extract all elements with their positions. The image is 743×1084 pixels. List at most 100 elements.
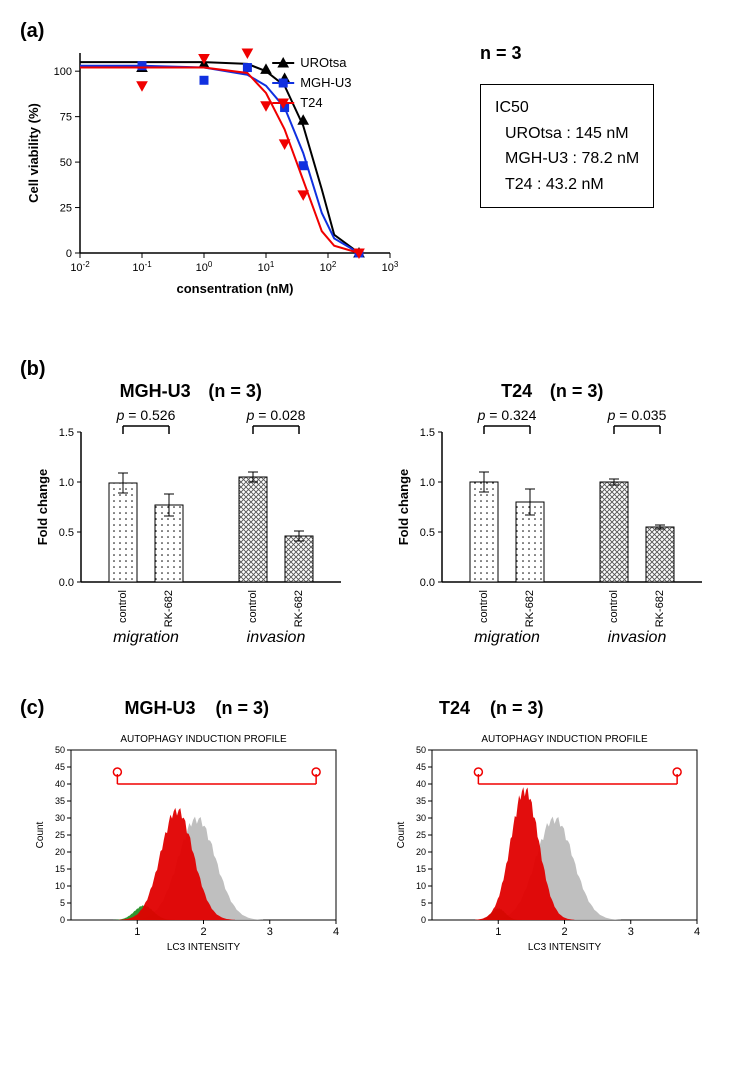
svg-text:control: control <box>608 590 620 623</box>
svg-text:10-2: 10-2 <box>70 260 90 275</box>
svg-text:RK-682: RK-682 <box>524 590 536 627</box>
svg-text:5: 5 <box>421 898 426 908</box>
svg-text:100: 100 <box>54 66 72 78</box>
svg-text:50: 50 <box>60 157 72 169</box>
bar-chart-t24: T24 (n = 3) 0.0 0.5 1.0 1.5 Fold change contr… <box>392 381 712 667</box>
hist-n-1: (n = 3) <box>490 698 544 718</box>
svg-text:Fold change: Fold change <box>35 469 50 546</box>
svg-text:75: 75 <box>60 112 72 124</box>
svg-text:45: 45 <box>55 762 65 772</box>
svg-text:40: 40 <box>55 779 65 789</box>
svg-text:p = 0.028: p = 0.028 <box>245 407 305 423</box>
svg-text:15: 15 <box>55 864 65 874</box>
svg-text:Fold change: Fold change <box>396 469 411 546</box>
svg-text:p = 0.526: p = 0.526 <box>115 407 175 423</box>
svg-text:control: control <box>478 590 490 623</box>
svg-text:50: 50 <box>55 745 65 755</box>
svg-text:p = 0.324: p = 0.324 <box>477 407 537 423</box>
svg-text:0.0: 0.0 <box>420 577 435 589</box>
svg-text:migration: migration <box>113 629 179 646</box>
bar-chart-mghu3: MGH-U3 (n = 3) 0.00.51.01.5Fold changeco… <box>31 381 351 667</box>
svg-text:invasion: invasion <box>608 629 667 646</box>
svg-text:T24: T24 <box>300 95 322 110</box>
ic50-box: IC50 UROtsa : 145 nM MGH-U3 : 78.2 nM T2… <box>480 84 654 208</box>
svg-text:40: 40 <box>416 779 426 789</box>
svg-text:10-1: 10-1 <box>132 260 152 275</box>
bar-n-1: (n = 3) <box>550 381 604 401</box>
svg-text:migration: migration <box>474 629 540 646</box>
ic50-line-2: T24 : 43.2 nM <box>495 172 639 198</box>
svg-text:control: control <box>247 590 259 623</box>
svg-text:0: 0 <box>421 915 426 925</box>
svg-text:LC3 INTENSITY: LC3 INTENSITY <box>167 942 241 953</box>
svg-text:10: 10 <box>55 881 65 891</box>
panel-b-label: (b) <box>20 358 723 381</box>
svg-text:100: 100 <box>196 260 213 275</box>
histogram-t24: 123405101520253035404550AUTOPHAGY INDUCT… <box>392 725 712 960</box>
svg-text:35: 35 <box>416 796 426 806</box>
svg-text:Count: Count <box>396 821 407 848</box>
svg-text:1.0: 1.0 <box>58 477 73 489</box>
svg-text:101: 101 <box>258 260 275 275</box>
svg-text:25: 25 <box>60 203 72 215</box>
svg-text:UROtsa: UROtsa <box>300 55 347 70</box>
hist-n-0: (n = 3) <box>215 698 269 718</box>
svg-text:1: 1 <box>134 926 140 938</box>
svg-text:50: 50 <box>416 745 426 755</box>
svg-text:10: 10 <box>416 881 426 891</box>
ic50-line-0: UROtsa : 145 nM <box>495 121 639 147</box>
svg-text:103: 103 <box>382 260 399 275</box>
svg-text:5: 5 <box>60 898 65 908</box>
panel-c-row: 123405101520253035404550AUTOPHAGY INDUCT… <box>20 725 723 960</box>
hist-title-0: MGH-U3 <box>124 698 195 718</box>
panel-c-label: (c) <box>20 697 44 720</box>
svg-text:4: 4 <box>694 926 700 938</box>
bar-title-0: MGH-U3 <box>120 381 191 401</box>
svg-text:AUTOPHAGY INDUCTION PROFILE: AUTOPHAGY INDUCTION PROFILE <box>120 734 287 745</box>
svg-text:3: 3 <box>628 926 634 938</box>
svg-text:1.0: 1.0 <box>420 477 435 489</box>
svg-text:RK-682: RK-682 <box>293 590 305 627</box>
svg-text:30: 30 <box>416 813 426 823</box>
svg-text:MGH-U3: MGH-U3 <box>300 75 351 90</box>
cell-viability-chart: 0 25 50 75 100 10-2 10-1 100 101 102 103 consentrat… <box>20 43 470 328</box>
bar-title-1: T24 <box>501 381 532 401</box>
svg-text:4: 4 <box>333 926 339 938</box>
svg-text:RK-682: RK-682 <box>654 590 666 627</box>
svg-text:RK-682: RK-682 <box>163 590 175 627</box>
svg-text:p = 0.035: p = 0.035 <box>607 407 667 423</box>
ic50-line-1: MGH-U3 : 78.2 nM <box>495 146 639 172</box>
svg-text:35: 35 <box>55 796 65 806</box>
svg-text:3: 3 <box>266 926 272 938</box>
panel-a-section: (a) 0 25 50 75 100 10-2 10-1 100 101 102 103 consen… <box>20 20 723 328</box>
hist-title-1: T24 <box>439 698 470 718</box>
panel-a-row: 0 25 50 75 100 10-2 10-1 100 101 102 103 consentrat… <box>20 43 723 328</box>
n-label-a: n = 3 <box>480 43 654 64</box>
svg-text:20: 20 <box>55 847 65 857</box>
svg-text:1.5: 1.5 <box>420 427 435 439</box>
panel-b-row: MGH-U3 (n = 3) 0.0 0.5 1.0 1.5 Fold change co… <box>20 381 723 667</box>
svg-text:102: 102 <box>320 260 337 275</box>
svg-text:invasion: invasion <box>246 629 305 646</box>
svg-text:consentration (nM): consentration (nM) <box>177 281 294 296</box>
svg-text:2: 2 <box>562 926 568 938</box>
svg-text:25: 25 <box>416 830 426 840</box>
svg-text:Cell viability (%): Cell viability (%) <box>26 103 41 203</box>
svg-text:45: 45 <box>416 762 426 772</box>
svg-text:1.5: 1.5 <box>58 427 73 439</box>
svg-text:0: 0 <box>60 915 65 925</box>
svg-text:AUTOPHAGY INDUCTION PROFILE: AUTOPHAGY INDUCTION PROFILE <box>482 734 649 745</box>
svg-text:LC3 INTENSITY: LC3 INTENSITY <box>528 942 602 953</box>
svg-text:Count: Count <box>35 821 46 848</box>
svg-text:0.5: 0.5 <box>420 527 435 539</box>
svg-text:30: 30 <box>55 813 65 823</box>
panel-a-side: n = 3 IC50 UROtsa : 145 nM MGH-U3 : 78.2… <box>480 43 654 208</box>
svg-text:0: 0 <box>66 248 72 260</box>
svg-text:control: control <box>117 590 129 623</box>
svg-text:1: 1 <box>495 926 501 938</box>
panel-b-section: (b) MGH-U3 (n = 3) 0.0 0.5 1.0 1.5 Fold chan… <box>20 358 723 667</box>
panel-a-label: (a) <box>20 20 723 43</box>
svg-text:0.0: 0.0 <box>58 577 73 589</box>
svg-text:0.5: 0.5 <box>58 527 73 539</box>
svg-text:25: 25 <box>55 830 65 840</box>
